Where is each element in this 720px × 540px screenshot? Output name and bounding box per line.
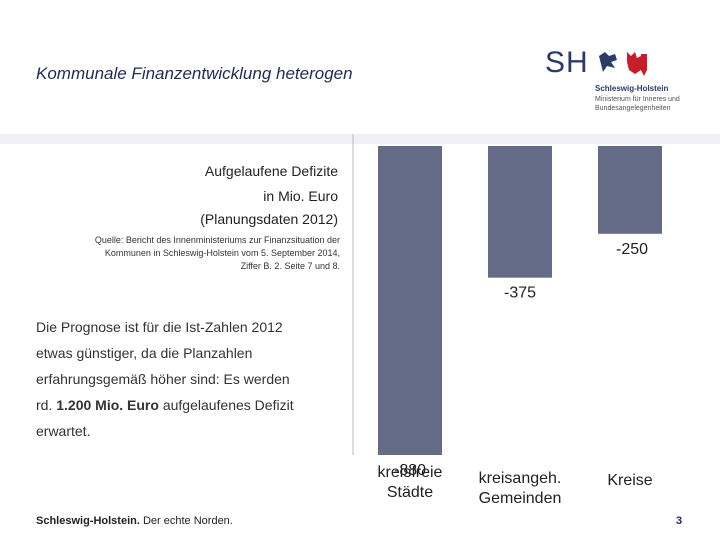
category-label-1-0: kreisangeh. (479, 470, 562, 487)
paragraph-line-3: erfahrungsgemäß höher sind: Es werden (36, 371, 290, 387)
bar-2 (598, 146, 662, 234)
category-label-2-0: Kreise (607, 472, 652, 489)
header-band (0, 134, 720, 144)
bar-value-label-0: -880 (394, 462, 426, 479)
chart-title: Aufgelaufene Defizite (204, 163, 338, 179)
highlight-amount: 1.200 Mio. Euro (56, 397, 159, 413)
paragraph-line-4-start: rd. (36, 397, 57, 413)
bar-value-label-2: -250 (616, 241, 648, 258)
coat-of-arms-icon (599, 52, 647, 76)
category-label-1-1: Gemeinden (479, 490, 562, 507)
logo-mark: SH (545, 46, 589, 79)
footer-slogan: Schleswig-Holstein. Der echte Norden. (36, 515, 233, 527)
paragraph-line-1: Die Prognose ist für die Ist-Zahlen 2012 (36, 319, 283, 335)
page-title: Kommunale Finanzentwicklung heterogen (36, 64, 353, 83)
sh-logo: SH Schleswig-Holstein Ministerium für In… (545, 44, 715, 114)
paragraph-line-5: erwartet. (36, 423, 91, 439)
footer-brand: Schleswig-Holstein. (36, 515, 140, 527)
bar-value-label-1: -375 (504, 285, 536, 302)
footer-tagline: Der echte Norden. (139, 515, 233, 527)
logo-ministry: Ministerium für Inneres und Bundesangele… (595, 96, 680, 112)
page-number: 3 (676, 515, 683, 527)
prognosis-paragraph: Die Prognose ist für die Ist-Zahlen 2012… (36, 314, 336, 444)
source-line-2: Kommunen in Schleswig-Holstein vom 5. Se… (104, 248, 340, 258)
chart-unit-label: in Mio. Euro (263, 188, 338, 204)
bar-1 (488, 146, 552, 278)
source-line-1: Quelle: Bericht des Innenministeriums zu… (94, 235, 340, 245)
category-label-0-1: Städte (387, 484, 433, 501)
paragraph-line-4-end: aufgelaufenes Defizit (158, 397, 294, 413)
logo-state-name: Schleswig-Holstein (595, 84, 669, 93)
category-label-0-0: kreisfreie (378, 464, 443, 481)
bar-0 (378, 146, 442, 455)
paragraph-line-2: etwas günstiger, da die Planzahlen (36, 345, 253, 361)
chart-subtitle: (Planungsdaten 2012) (200, 211, 338, 227)
source-note: Quelle: Bericht des Innenministeriums zu… (60, 234, 340, 273)
source-line-3: Ziffer B. 2. Seite 7 und 8. (240, 261, 340, 271)
paragraph-line-4: rd. 1.200 Mio. Euro aufgelaufenes Defizi… (36, 392, 336, 418)
